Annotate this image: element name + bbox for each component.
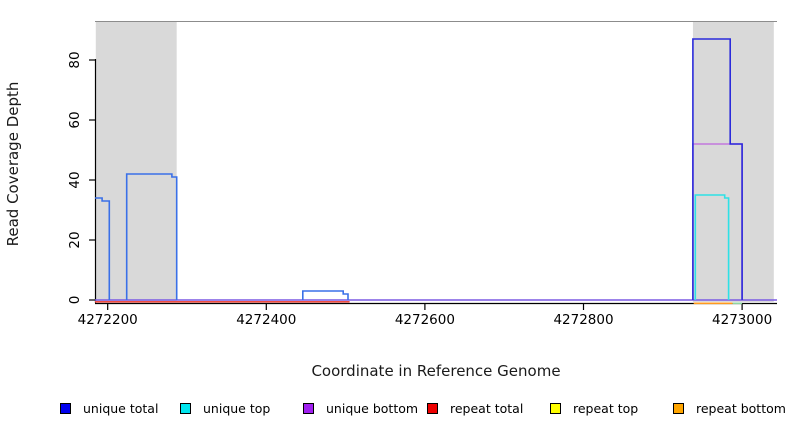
series-line-unique-total-right-peak	[692, 38, 743, 300]
legend-label: unique top	[203, 400, 271, 416]
x-axis-label: Coordinate in Reference Genome	[311, 362, 561, 380]
series-line-unique-top-peak	[694, 194, 730, 300]
legend-item-repeat-total: repeat total	[427, 399, 523, 417]
legend-swatch-icon	[427, 402, 438, 414]
legend-swatch-icon	[673, 402, 684, 414]
legend-item-repeat-top: repeat top	[550, 399, 638, 417]
legend-item-repeat-bottom: repeat bottom	[673, 399, 786, 417]
legend-item-unique-total: unique total	[60, 399, 158, 417]
legend-label: unique bottom	[326, 400, 419, 416]
legend-label: repeat total	[450, 400, 524, 416]
legend-swatch-icon	[550, 402, 561, 414]
repeat-region-right	[692, 21, 774, 302]
legend-item-unique-top: unique top	[180, 399, 270, 417]
legend-label: repeat top	[573, 400, 639, 416]
y-axis-label: Read Coverage Depth	[4, 81, 22, 247]
y-tick-label: 40	[67, 171, 83, 188]
legend-label: repeat bottom	[696, 400, 786, 416]
x-tick-label: 4272800	[553, 312, 613, 328]
x-tick-label: 4273000	[712, 312, 772, 328]
x-tick-label: 4272200	[78, 312, 138, 328]
y-tick-label: 20	[67, 231, 83, 248]
legend-label: unique total	[83, 400, 159, 416]
series-line-unique-total-left-2	[125, 173, 178, 300]
repeat-region-left	[95, 21, 177, 302]
legend: unique total unique top unique bottom repea…	[0, 399, 792, 419]
legend-swatch-icon	[303, 402, 314, 414]
y-tick-label: 80	[67, 51, 83, 68]
x-tick-label: 4272600	[395, 312, 455, 328]
y-tick-label: 60	[67, 111, 83, 128]
legend-swatch-icon	[180, 402, 191, 414]
legend-item-unique-bottom: unique bottom	[303, 399, 418, 417]
legend-swatch-icon	[60, 402, 71, 414]
series-line-unique-total-left-1	[95, 197, 111, 300]
y-tick-label: 0	[67, 296, 83, 305]
x-tick-label: 4272400	[236, 312, 296, 328]
series-line-unique-total-middle-bump	[301, 290, 349, 300]
